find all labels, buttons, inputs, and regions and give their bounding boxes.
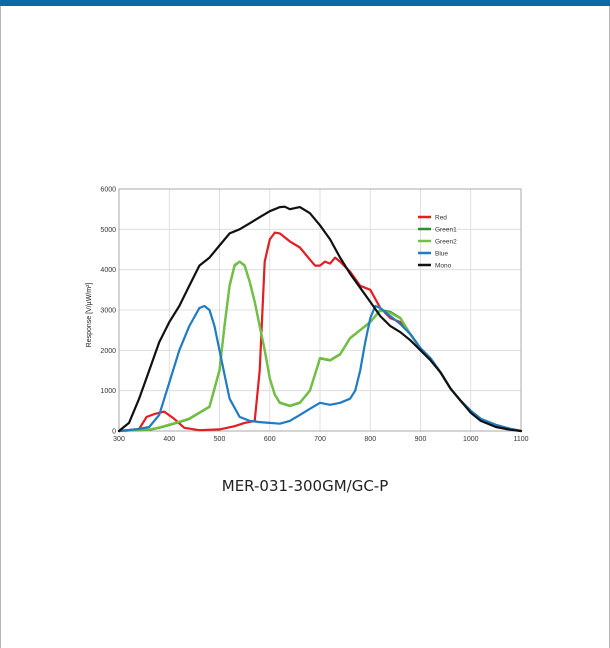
plot-area-border bbox=[118, 188, 522, 432]
x-tick-labels: 300 400 500 600 700 800 900 1000 1100 bbox=[113, 436, 528, 443]
x-tick-label: 700 bbox=[314, 436, 326, 443]
x-tick-label: 600 bbox=[264, 436, 276, 443]
y-tick-label: 4000 bbox=[100, 267, 116, 274]
chart-series bbox=[117, 205, 523, 433]
x-tick-label: 900 bbox=[415, 436, 427, 443]
y-tick-label: 5000 bbox=[100, 227, 116, 234]
spectral-response-chart: 300 400 500 600 700 800 900 1000 1100 0 1000 2000 3… bbox=[84, 184, 530, 450]
x-tick-label: 1100 bbox=[513, 436, 528, 443]
x-tick-label: 400 bbox=[163, 436, 175, 443]
legend-label-green2: Green2 bbox=[435, 239, 457, 246]
x-tick-label: 1000 bbox=[463, 436, 479, 443]
chart-caption: MER-031-300GM/GC-P bbox=[221, 477, 389, 495]
x-tick-label: 500 bbox=[214, 436, 226, 443]
chart-background bbox=[84, 184, 530, 450]
y-tick-label: 1000 bbox=[100, 388, 116, 395]
legend-label-red: Red bbox=[435, 215, 447, 222]
legend-label-green1: Green1 bbox=[435, 227, 457, 234]
series-line-mono bbox=[117, 205, 523, 433]
x-tick-label: 300 bbox=[113, 436, 125, 443]
legend-label-mono: Mono bbox=[435, 263, 452, 270]
top-accent-bar bbox=[0, 0, 610, 6]
y-tick-labels: 0 1000 2000 3000 4000 5000 6000 bbox=[100, 187, 116, 436]
y-axis-label: Response [V/µW/m²] bbox=[86, 283, 93, 348]
y-tick-label: 2000 bbox=[100, 348, 116, 355]
chart-legend: Red Green1 Green2 Blue Mono bbox=[418, 215, 457, 270]
y-tick-label: 3000 bbox=[100, 308, 116, 315]
chart-svg: 300 400 500 600 700 800 900 1000 1100 0 1000 2000 3… bbox=[84, 184, 530, 450]
y-tick-label: 0 bbox=[112, 429, 116, 436]
y-tick-label: 6000 bbox=[100, 187, 116, 194]
chart-axes bbox=[118, 188, 522, 432]
legend-label-blue: Blue bbox=[435, 251, 448, 258]
x-tick-label: 800 bbox=[364, 436, 376, 443]
